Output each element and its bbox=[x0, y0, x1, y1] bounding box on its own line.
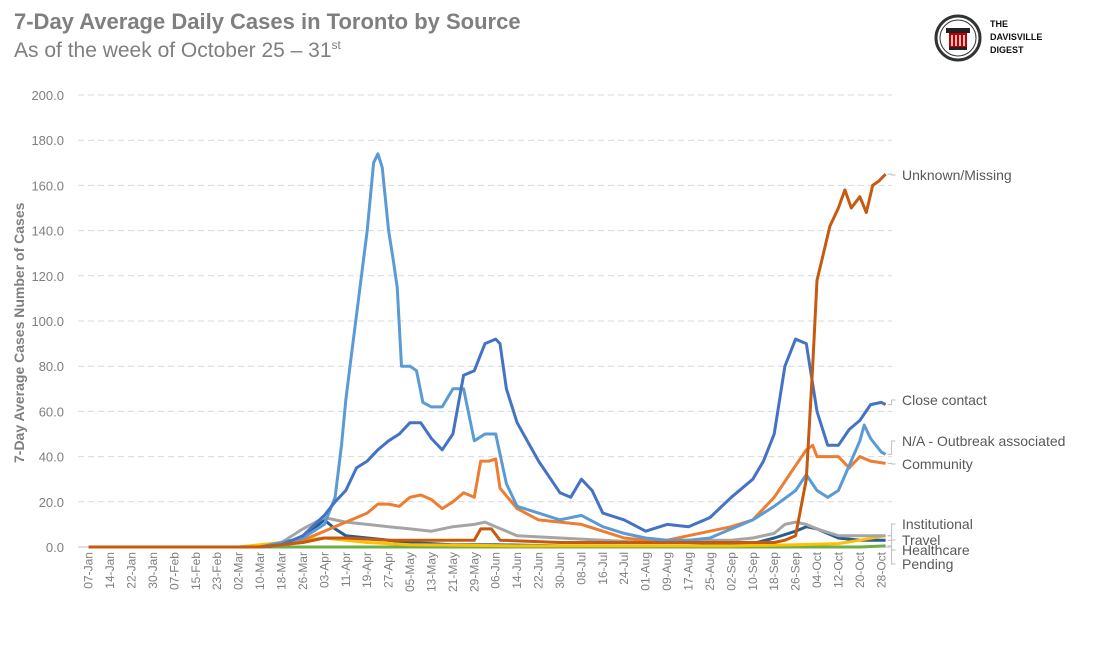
x-axis-ticks: 07-Jan 14-Jan 22-Jan 30-Jan 07-Feb 15-Feb 23-F… bbox=[82, 551, 889, 592]
legend-label-unknown-missing: Unknown/Missing bbox=[902, 167, 1012, 183]
x-tick-label: 10-Mar bbox=[253, 552, 267, 590]
legend-label-institutional: Institutional bbox=[902, 516, 973, 532]
y-tick-label: 40.0 bbox=[39, 450, 64, 465]
x-tick-label: 13-May bbox=[424, 552, 438, 592]
x-tick-label: 05-May bbox=[403, 552, 417, 592]
legend-leader-line bbox=[887, 440, 896, 455]
x-tick-label: 22-Jan bbox=[125, 552, 139, 589]
subtitle-superscript: st bbox=[331, 38, 341, 52]
y-tick-label: 200.0 bbox=[31, 88, 64, 103]
gridlines bbox=[78, 94, 892, 548]
x-tick-label: 11-Apr bbox=[339, 552, 353, 587]
legend: Unknown/Missing Close contact N/A - Outbre… bbox=[887, 167, 1065, 572]
x-tick-label: 22-Jun bbox=[532, 552, 546, 589]
x-tick-label: 02-Sep bbox=[724, 552, 738, 591]
logo-seal-icon bbox=[934, 14, 982, 62]
legend-leader-line bbox=[887, 399, 896, 406]
x-tick-label: 20-Oct bbox=[853, 551, 867, 588]
y-axis-ticks: 0.0 20.0 40.0 60.0 80.0 100.0 120.0 140.0 160.0 1… bbox=[31, 88, 64, 555]
y-tick-label: 0.0 bbox=[46, 540, 64, 555]
x-tick-label: 26-Sep bbox=[789, 552, 803, 591]
x-tick-label: 07-Jan bbox=[82, 552, 96, 589]
legend-label-close-contact: Close contact bbox=[902, 392, 987, 408]
x-tick-label: 26-Mar bbox=[296, 552, 310, 590]
x-tick-label: 19-Apr bbox=[360, 552, 374, 588]
x-tick-label: 06-Jun bbox=[489, 552, 503, 589]
series-line-n-a-outbreak-associated bbox=[88, 152, 887, 549]
y-axis-label: 7-Day Average Cases Number of Cases bbox=[11, 202, 27, 463]
legend-leader-line bbox=[887, 173, 896, 176]
x-tick-label: 30-Jan bbox=[146, 552, 160, 589]
x-tick-label: 14-Jun bbox=[510, 552, 524, 589]
x-tick-label: 03-Apr bbox=[317, 552, 331, 588]
series-line-pending bbox=[88, 544, 886, 549]
x-tick-label: 18-Sep bbox=[767, 552, 781, 591]
x-tick-label: 23-Feb bbox=[210, 552, 224, 590]
y-tick-label: 80.0 bbox=[39, 359, 64, 374]
series-line-close-contact bbox=[88, 337, 887, 549]
x-tick-label: 09-Aug bbox=[660, 552, 674, 591]
x-tick-label: 08-Jul bbox=[574, 552, 588, 585]
y-tick-label: 100.0 bbox=[31, 314, 64, 329]
x-tick-label: 12-Oct bbox=[831, 551, 845, 588]
x-tick-label: 14-Jan bbox=[103, 552, 117, 589]
y-tick-label: 60.0 bbox=[39, 404, 64, 419]
legend-label-community: Community bbox=[902, 456, 973, 472]
x-tick-label: 02-Mar bbox=[232, 552, 246, 590]
series-lines bbox=[88, 152, 887, 549]
x-tick-label: 30-Jun bbox=[553, 552, 567, 589]
x-tick-label: 28-Oct bbox=[874, 551, 888, 588]
y-tick-label: 180.0 bbox=[31, 133, 64, 148]
x-tick-label: 24-Jul bbox=[617, 552, 631, 585]
x-tick-label: 27-Apr bbox=[382, 552, 396, 588]
legend-leader-line bbox=[887, 523, 896, 537]
series-line-unknown-missing bbox=[88, 173, 887, 549]
y-tick-label: 120.0 bbox=[31, 269, 64, 284]
y-tick-label: 140.0 bbox=[31, 224, 64, 239]
legend-leader-line bbox=[887, 545, 896, 565]
x-tick-label: 29-May bbox=[467, 552, 481, 592]
legend-leader-line bbox=[887, 462, 896, 465]
chart-subtitle: As of the week of October 25 – 31st bbox=[14, 38, 341, 63]
x-tick-label: 10-Sep bbox=[746, 552, 760, 591]
x-tick-label: 01-Aug bbox=[639, 552, 653, 591]
legend-label-travel: Travel bbox=[902, 532, 940, 548]
series-line-community bbox=[88, 443, 886, 549]
legend-leader-line bbox=[887, 535, 896, 541]
subtitle-text: As of the week of October 25 – 31 bbox=[14, 39, 332, 62]
legend-label-n-a-outbreak-associated: N/A - Outbreak associated bbox=[902, 433, 1065, 449]
x-tick-label: 07-Feb bbox=[167, 552, 181, 590]
legend-label-healthcare: Healthcare bbox=[902, 542, 970, 558]
x-tick-label: 15-Feb bbox=[189, 552, 203, 590]
x-tick-label: 17-Aug bbox=[682, 552, 696, 591]
x-tick-label: 04-Oct bbox=[810, 551, 824, 588]
x-tick-label: 18-Mar bbox=[275, 552, 289, 590]
x-tick-label: 25-Aug bbox=[703, 552, 717, 591]
legend-leader-line bbox=[887, 539, 896, 551]
chart-title: 7-Day Average Daily Cases in Toronto by … bbox=[14, 9, 521, 34]
y-tick-label: 20.0 bbox=[39, 495, 64, 510]
legend-label-pending: Pending bbox=[902, 556, 953, 572]
davisville-digest-logo: THE DAVISVILLE DIGEST bbox=[934, 14, 1084, 64]
y-tick-label: 160.0 bbox=[31, 178, 64, 193]
logo-text: THE DAVISVILLE DIGEST bbox=[990, 19, 1043, 55]
x-tick-label: 16-Jul bbox=[596, 552, 610, 585]
x-tick-label: 21-May bbox=[446, 552, 460, 592]
